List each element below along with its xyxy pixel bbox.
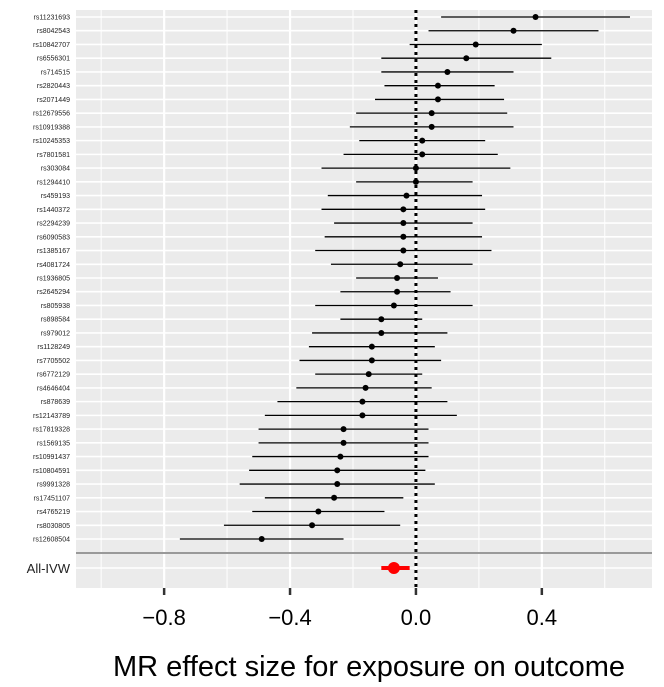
point-estimate [403, 192, 410, 199]
snp-label: rs12679556 [33, 111, 70, 118]
point-estimate [419, 137, 426, 144]
snp-label: rs17451107 [34, 495, 71, 502]
point-estimate [359, 398, 366, 405]
point-estimate [340, 439, 347, 446]
snp-label: rs2294239 [37, 221, 70, 228]
point-estimate [368, 357, 375, 364]
point-estimate [400, 233, 407, 240]
point-estimate [337, 453, 344, 460]
snp-label: rs1440372 [37, 207, 70, 214]
snp-labels: rs11231693 rs8042543 rs10842707 rs6556301 rs… [33, 15, 70, 544]
point-estimates [258, 14, 539, 542]
snp-label: rs8030805 [37, 523, 70, 530]
snp-label: rs8042543 [37, 28, 70, 35]
x-tick-label: 0.0 [401, 605, 432, 630]
point-estimate [368, 343, 375, 350]
point-estimate [334, 481, 341, 488]
point-estimate [390, 302, 397, 309]
snp-label: rs12608504 [33, 537, 70, 544]
snp-label: rs12143789 [33, 413, 70, 420]
snp-label: rs4646404 [37, 385, 70, 392]
snp-label: rs7705502 [37, 358, 70, 365]
point-estimate [378, 329, 385, 336]
point-estimate [309, 522, 316, 529]
snp-label: rs2820443 [37, 83, 70, 90]
point-estimate [412, 178, 419, 185]
snp-label: rs10804591 [33, 468, 70, 475]
point-estimate [419, 151, 426, 158]
x-tick-label: −0.4 [268, 605, 311, 630]
ivw-summary: All-IVW [27, 561, 410, 576]
point-estimate [400, 220, 407, 227]
ivw-point-estimate [387, 562, 400, 574]
snp-label: rs6772129 [37, 372, 70, 379]
snp-label: rs10842707 [33, 42, 70, 49]
snp-label: rs9991328 [37, 482, 70, 489]
point-estimate [444, 68, 451, 75]
point-estimate [315, 508, 322, 515]
point-estimate [434, 82, 441, 89]
snp-label: rs11231693 [34, 15, 71, 22]
point-estimate [428, 110, 435, 117]
snp-label: rs1294410 [37, 179, 70, 186]
snp-label: rs10245353 [33, 138, 70, 145]
point-estimate [365, 371, 372, 378]
point-estimate [394, 288, 401, 295]
x-tick-label: 0.4 [527, 605, 558, 630]
snp-label: rs805938 [41, 303, 70, 310]
point-estimate [463, 55, 470, 62]
snp-label: rs7801581 [37, 152, 70, 159]
snp-label: rs10919388 [33, 124, 70, 131]
snp-label: rs6556301 [37, 56, 70, 63]
plot-panel [76, 10, 652, 588]
point-estimate [362, 384, 369, 391]
snp-label: rs4765219 [37, 509, 70, 516]
snp-label: rs1569135 [37, 440, 70, 447]
point-estimate [331, 494, 338, 501]
point-estimate [334, 467, 341, 474]
point-estimate [412, 165, 419, 172]
snp-label: rs898584 [41, 317, 70, 324]
point-estimate [394, 275, 401, 281]
snp-label: rs303084 [41, 166, 70, 173]
point-estimate [397, 261, 404, 268]
snp-label: rs2071449 [37, 97, 70, 104]
ivw-label: All-IVW [27, 561, 71, 576]
snp-label: rs714515 [41, 69, 70, 76]
snp-label: rs1936805 [37, 276, 70, 283]
point-estimate [258, 536, 265, 542]
x-axis-label: MR effect size for exposure on outcome [113, 651, 625, 683]
point-estimate [472, 41, 479, 48]
snp-label: rs6090583 [37, 234, 70, 241]
snp-label: rs17819328 [33, 427, 70, 434]
x-axis: −0.8 −0.4 0.0 0.4 [142, 588, 557, 630]
point-estimate [340, 426, 347, 433]
snp-label: rs878639 [41, 399, 70, 406]
snp-label: rs10991437 [33, 454, 70, 461]
snp-label: rs2645294 [37, 289, 70, 296]
point-estimate [428, 123, 435, 130]
snp-label: rs1385167 [37, 248, 70, 255]
snp-label: rs1128249 [37, 344, 70, 351]
point-estimate [378, 316, 385, 323]
snp-label: rs979012 [41, 330, 70, 337]
x-tick-label: −0.8 [142, 605, 185, 630]
point-estimate [359, 412, 366, 419]
point-estimate [400, 247, 407, 254]
point-estimate [510, 27, 517, 34]
point-estimate [434, 96, 441, 103]
point-estimate [400, 206, 407, 213]
point-estimate [532, 14, 539, 20]
snp-label: rs459193 [41, 193, 70, 200]
snp-label: rs4081724 [37, 262, 70, 269]
